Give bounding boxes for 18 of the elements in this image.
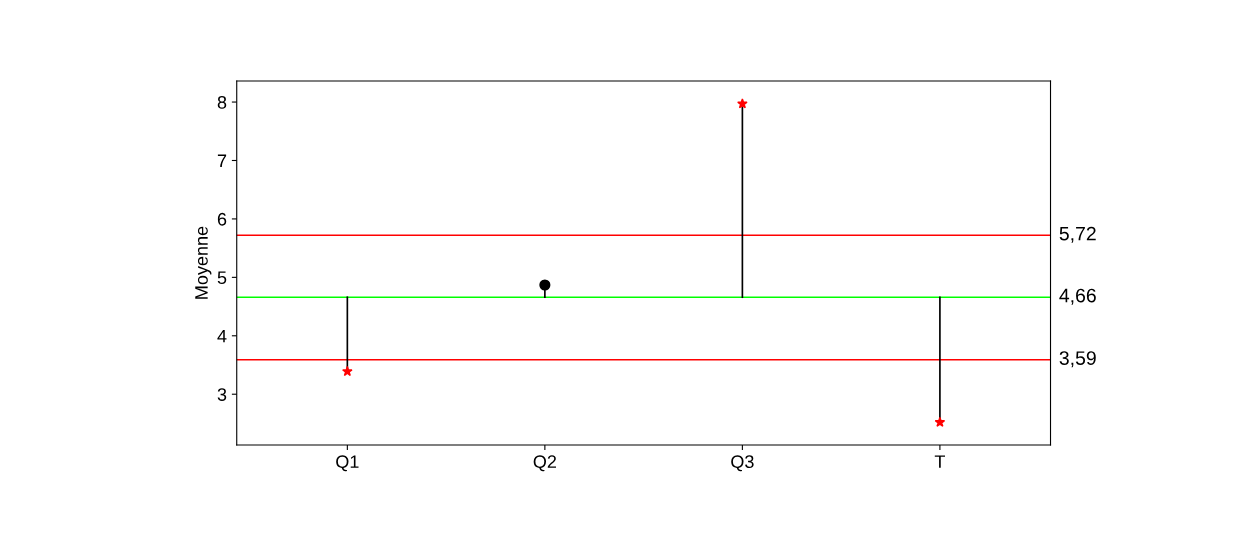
y-tick-label: 7 [217,154,227,168]
point [737,98,748,109]
x-tick-label: Q1 [336,455,359,472]
point [539,279,551,291]
x-tick-label: Q3 [731,455,754,472]
ref-line-label: 4,66 [1059,288,1096,305]
y-tick-label: 5 [217,271,227,285]
y-tick-label: 6 [217,212,227,226]
y-tick-label: 4 [217,329,227,343]
y-tick-label: 8 [217,95,227,109]
ref-line-label: 5,72 [1059,226,1096,243]
point [934,416,946,427]
x-tick-label: Q2 [533,455,556,472]
x-tick-label: T [934,455,946,468]
y-axis-title: Moyenne [195,226,212,299]
point [342,365,353,377]
y-tick-label: 3 [217,388,227,401]
ref-line-label: 3,59 [1059,351,1096,368]
